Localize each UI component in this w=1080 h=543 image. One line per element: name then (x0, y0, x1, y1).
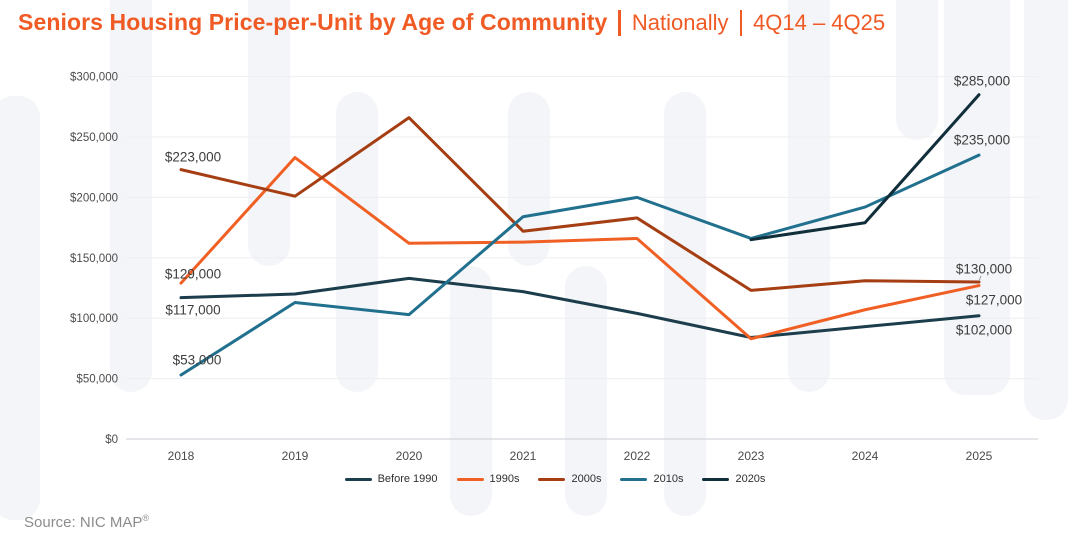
x-axis-tick-label: 2021 (510, 449, 537, 463)
x-axis-tick-label: 2019 (282, 449, 309, 463)
legend-swatch (344, 477, 372, 481)
legend-swatch (456, 477, 484, 481)
series-line-1990s (179, 156, 981, 341)
x-axis-tick-label: 2018 (168, 449, 195, 463)
legend: Before 1990 1990s 2000s 2010s 2020s (0, 473, 1080, 485)
label-leader-line (978, 275, 982, 282)
legend-label: 2010s (653, 473, 684, 485)
legend-item-before-1990: Before 1990 (344, 473, 438, 485)
legend-label: 2020s (735, 473, 766, 485)
series-line-2000s (179, 116, 981, 292)
y-axis-tick-label: $250,000 (70, 132, 118, 144)
legend-item-2010s: 2010s (620, 473, 683, 485)
legend-swatch (538, 477, 566, 481)
series-line-before-1990 (179, 276, 981, 340)
y-axis-tick-label: $300,000 (70, 72, 118, 84)
y-axis-tick-label: $100,000 (70, 313, 118, 325)
x-axis-tick-label: 2022 (624, 449, 651, 463)
x-axis-tick-label: 2024 (852, 449, 879, 463)
watermark-bar (450, 266, 492, 516)
legend-label: 1990s (489, 473, 520, 485)
page-title: Seniors Housing Price-per-Unit by Age of… (18, 9, 885, 36)
watermark-bar (0, 96, 40, 520)
title-region: Nationally (631, 9, 729, 35)
legend-item-1990s: 1990s (456, 473, 520, 485)
source-text: Source: NIC MAP (24, 514, 143, 531)
legend-item-2020s: 2020s (702, 473, 765, 485)
x-axis-tick-label: 2020 (396, 449, 423, 463)
x-axis-tick-label: 2025 (966, 449, 993, 463)
y-axis-tick-label: $200,000 (70, 192, 118, 204)
watermark-bar (508, 92, 550, 266)
y-axis-tick-label: $0 (105, 434, 118, 446)
watermark-bar (248, 0, 290, 266)
legend-swatch (702, 477, 730, 481)
title-period: 4Q14 – 4Q25 (753, 9, 886, 35)
registered-mark: ® (142, 513, 150, 523)
title-separator (739, 9, 743, 36)
x-axis-tick-label: 2023 (738, 449, 765, 463)
title-main: Seniors Housing Price-per-Unit by Age of… (18, 9, 608, 35)
legend-item-2000s: 2000s (538, 473, 601, 485)
watermark-bar (110, 0, 152, 392)
watermark-bar (336, 92, 378, 392)
source-note: Source: NIC MAP® (24, 513, 149, 531)
y-axis-tick-label: $150,000 (70, 253, 118, 265)
series-line-2010s (179, 153, 981, 377)
legend-swatch (620, 477, 648, 481)
watermark-bar (896, 0, 938, 140)
legend-label: Before 1990 (377, 473, 438, 485)
y-axis-tick-label: $50,000 (76, 374, 118, 386)
series-line-2020s (749, 93, 981, 242)
title-separator (618, 9, 621, 36)
legend-label: 2000s (571, 473, 602, 485)
watermark-bar (664, 92, 706, 516)
watermark-bar (1024, 0, 1068, 420)
